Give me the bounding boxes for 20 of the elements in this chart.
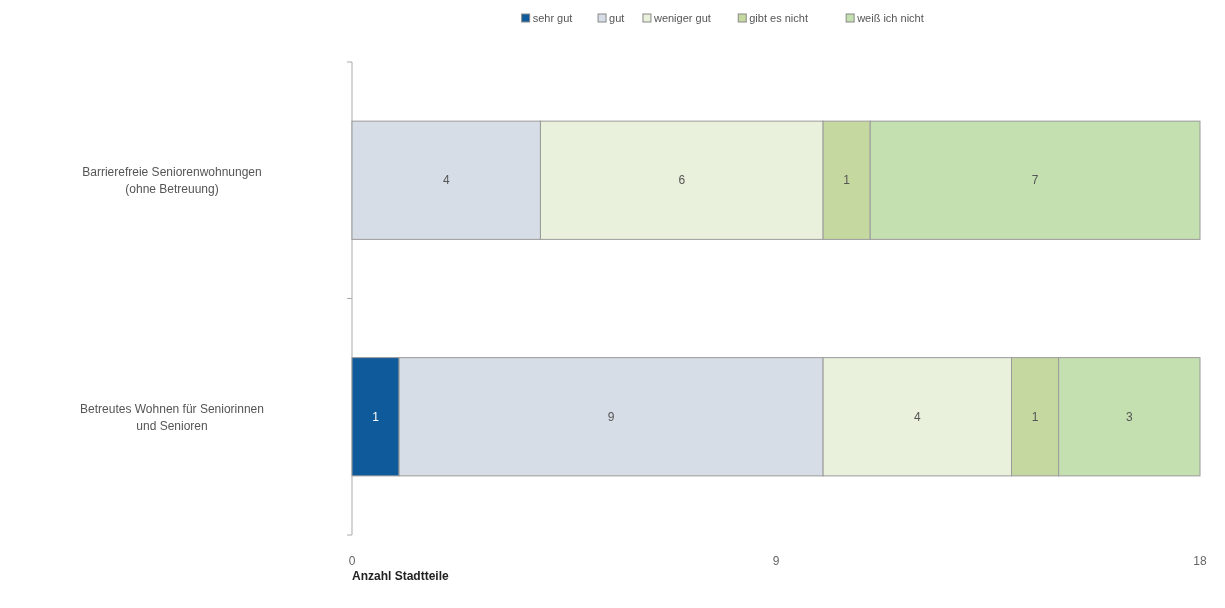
x-tick-label: 9 bbox=[772, 554, 780, 568]
data-label: 1 bbox=[372, 409, 380, 424]
legend-label: gut bbox=[609, 12, 625, 24]
legend-label: weniger gut bbox=[652, 12, 711, 24]
data-label: 9 bbox=[607, 409, 615, 424]
data-label: 1 bbox=[1031, 409, 1039, 424]
x-tick-label: 0 bbox=[348, 554, 356, 568]
x-axis-title: Anzahl Stadtteile bbox=[352, 569, 450, 583]
legend-label: gibt es nicht bbox=[749, 12, 808, 24]
data-label: 4 bbox=[442, 173, 450, 188]
data-label: 7 bbox=[1031, 173, 1039, 188]
x-tick-label: 18 bbox=[1193, 554, 1207, 568]
data-label: 4 bbox=[913, 409, 921, 424]
y-tick-label: Barrierefreie Seniorenwohnungen (ohne Betreuung) bbox=[82, 165, 262, 197]
data-label: 1 bbox=[843, 173, 851, 188]
data-label: 6 bbox=[678, 173, 686, 188]
legend-label: weiß ich nicht bbox=[856, 12, 924, 24]
data-label: 3 bbox=[1125, 409, 1133, 424]
y-tick-label: Betreutes Wohnen für Seniorinnen und Senioren bbox=[80, 401, 264, 433]
legend-label: sehr gut bbox=[532, 12, 573, 24]
